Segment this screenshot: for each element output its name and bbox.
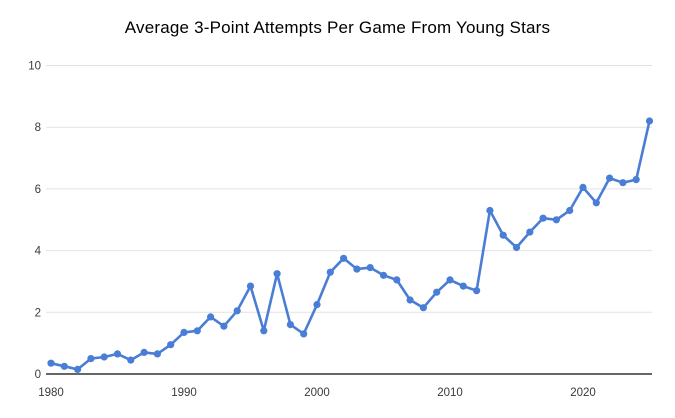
data-point — [100, 353, 108, 361]
data-point — [473, 287, 481, 295]
data-point — [366, 264, 374, 272]
data-point — [60, 362, 68, 370]
data-point — [286, 321, 294, 329]
data-point — [193, 327, 201, 335]
data-point — [433, 288, 441, 296]
data-point — [246, 282, 255, 290]
x-tick-label: 2000 — [304, 387, 330, 399]
data-point — [340, 254, 348, 262]
x-tick-label: 1980 — [38, 387, 64, 399]
x-tick-label: 2020 — [570, 387, 596, 399]
data-point — [233, 307, 241, 315]
data-point — [74, 365, 82, 373]
x-tick-label: 2010 — [437, 387, 463, 399]
data-point — [47, 359, 55, 367]
data-point — [406, 296, 414, 304]
data-point — [87, 355, 95, 363]
data-point — [300, 330, 308, 338]
y-tick-label: 0 — [35, 369, 41, 381]
data-point — [645, 117, 654, 125]
data-point — [207, 313, 215, 321]
data-point — [326, 268, 334, 276]
data-point — [127, 356, 135, 364]
data-point — [167, 341, 175, 349]
y-tick-label: 10 — [28, 61, 41, 73]
data-point — [526, 228, 534, 236]
y-tick-label: 4 — [35, 246, 42, 258]
data-point — [379, 271, 388, 279]
data-point — [512, 243, 521, 252]
data-point — [552, 216, 561, 224]
y-tick-label: 8 — [35, 122, 41, 134]
chart-title: Average 3-Point Attempts Per Game From Y… — [124, 18, 551, 37]
data-point — [153, 350, 161, 358]
data-point — [113, 350, 122, 358]
data-point — [260, 327, 268, 335]
data-point — [313, 301, 321, 309]
data-point — [459, 282, 467, 290]
data-point — [566, 206, 574, 215]
data-point — [220, 322, 228, 330]
y-tick-label: 2 — [35, 307, 41, 319]
data-point — [393, 276, 401, 284]
y-tick-label: 6 — [35, 184, 41, 196]
data-point — [592, 199, 600, 207]
data-point — [619, 179, 627, 187]
data-point — [140, 348, 148, 356]
data-point — [632, 176, 640, 184]
data-point — [539, 214, 547, 222]
data-point — [606, 174, 614, 182]
data-point — [446, 276, 454, 284]
data-point — [180, 328, 188, 336]
data-point — [486, 206, 494, 215]
x-tick-label: 1990 — [171, 387, 197, 399]
data-point — [273, 270, 281, 278]
series-line — [49, 119, 651, 371]
data-point — [579, 183, 587, 191]
data-point — [419, 304, 427, 312]
data-point — [353, 265, 361, 273]
data-point — [499, 231, 507, 239]
